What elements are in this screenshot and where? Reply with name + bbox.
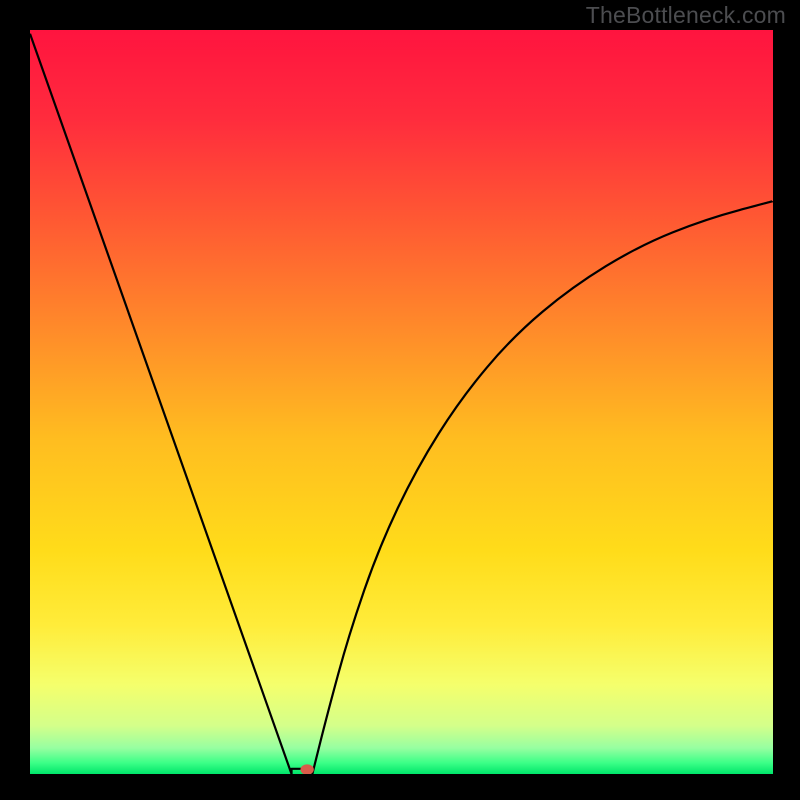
plot-background — [30, 30, 773, 774]
bottleneck-plot — [30, 30, 773, 774]
chart-frame: TheBottleneck.com — [0, 0, 800, 800]
watermark-text: TheBottleneck.com — [586, 2, 786, 29]
